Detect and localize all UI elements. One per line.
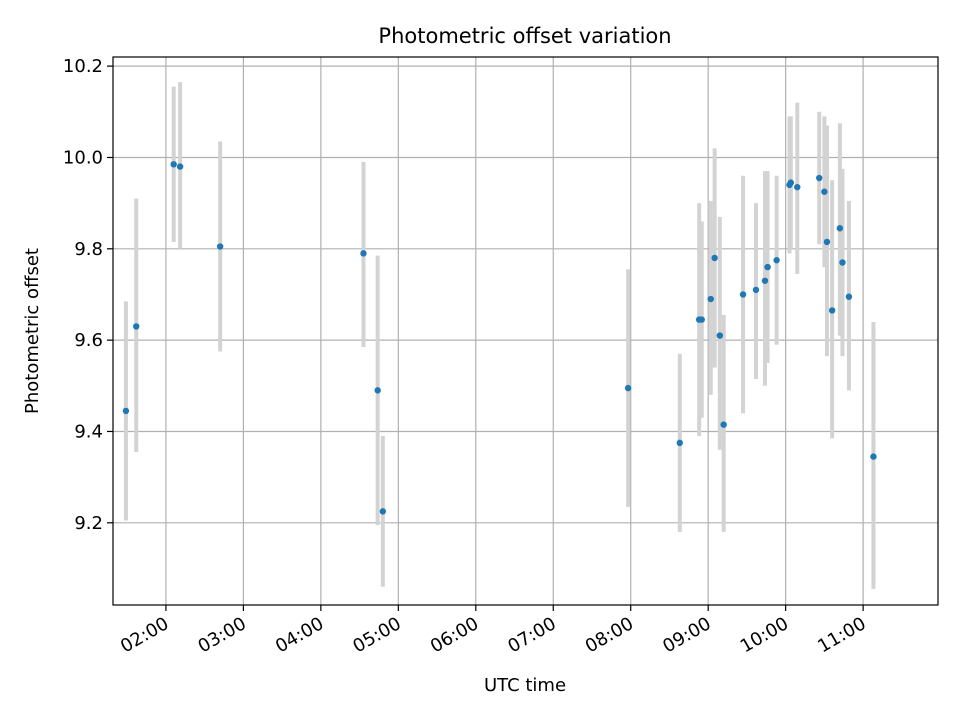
y-axis-label: Photometric offset	[22, 248, 43, 414]
x-tick-label: 08:00	[582, 613, 637, 657]
x-tick-label: 03:00	[194, 613, 249, 657]
x-tick-label: 02:00	[117, 613, 172, 657]
x-tick-label: 04:00	[272, 613, 327, 657]
data-point	[176, 163, 184, 170]
data-point	[716, 332, 724, 339]
data-point	[360, 250, 367, 257]
data-point	[752, 286, 760, 294]
data-point	[676, 439, 683, 447]
data-point	[698, 316, 705, 323]
y-tick-label: 9.8	[74, 239, 103, 260]
data-point	[761, 277, 769, 284]
data-point	[216, 243, 224, 250]
x-axis-label: UTC time	[484, 675, 566, 696]
y-tick-label: 9.4	[74, 421, 103, 442]
data-point	[794, 183, 801, 191]
y-tick-label: 10.2	[63, 56, 103, 77]
x-tick-label: 06:00	[427, 613, 482, 657]
data-point	[836, 225, 844, 232]
errorbars	[123, 82, 876, 590]
x-tick-label: 10:00	[737, 613, 792, 657]
data-point	[374, 387, 381, 394]
data-point	[845, 293, 853, 300]
data-point	[720, 421, 727, 428]
x-axis-ticks: 02:00 03:00 04:00 05:00 06:00 07:00 08:00 09:00…	[117, 605, 870, 657]
chart-title: Photometric offset variation	[378, 24, 671, 48]
y-tick-label: 9.6	[74, 330, 103, 351]
data-point	[624, 384, 632, 392]
y-tick-label: 9.2	[74, 513, 103, 534]
data-point	[711, 254, 718, 262]
data-point	[828, 307, 836, 314]
data-point	[764, 263, 771, 271]
plot-area-frame	[112, 56, 939, 606]
y-tick-label: 10.0	[63, 147, 103, 168]
data-point	[170, 161, 177, 168]
x-tick-label: 07:00	[504, 613, 559, 657]
data-point	[133, 323, 140, 330]
data-point	[739, 291, 747, 298]
data-point	[787, 179, 795, 186]
data-point	[870, 453, 877, 460]
x-tick-label: 11:00	[814, 613, 869, 657]
data-point	[122, 407, 130, 415]
data-point	[839, 259, 846, 266]
x-tick-label: 05:00	[349, 613, 404, 657]
data-point	[773, 257, 780, 264]
data-point	[379, 508, 387, 515]
x-tick-label: 09:00	[659, 613, 714, 657]
data-point	[823, 238, 831, 246]
data-points	[122, 161, 877, 515]
data-point	[821, 188, 828, 195]
grid	[113, 57, 938, 605]
data-point	[707, 295, 714, 303]
data-point	[816, 174, 823, 182]
y-axis-ticks: 9.2 9.4 9.6 9.8 10.0 10.2	[63, 56, 113, 534]
